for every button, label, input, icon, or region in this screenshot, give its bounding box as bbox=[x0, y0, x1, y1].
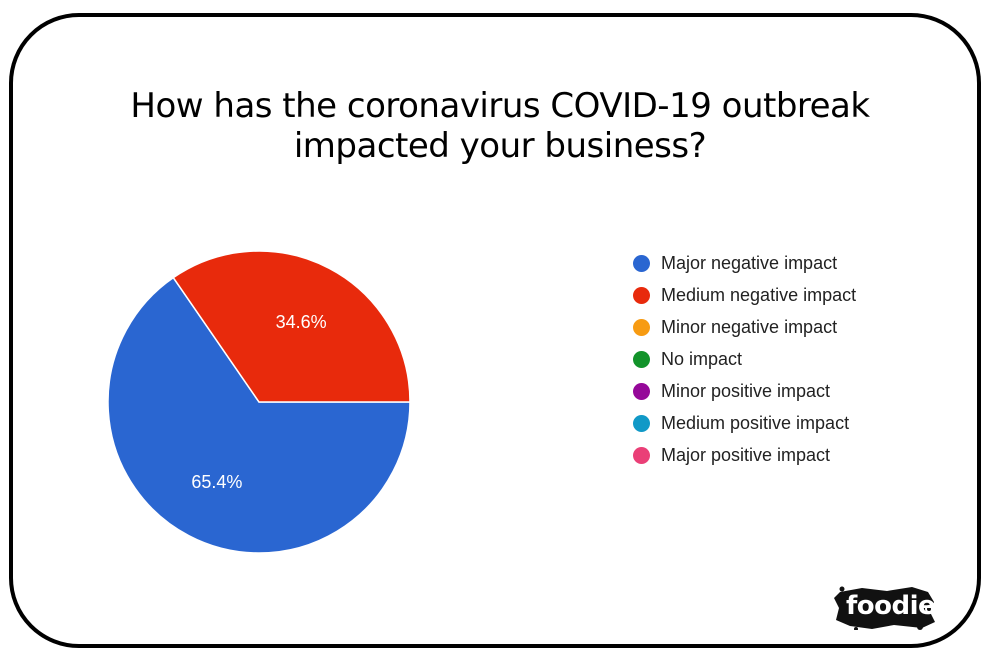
legend-swatch bbox=[633, 254, 650, 272]
legend-item: Minor positive impact bbox=[633, 375, 856, 407]
legend-item: Medium positive impact bbox=[633, 407, 856, 439]
legend-item: Major negative impact bbox=[633, 247, 856, 279]
legend-swatch bbox=[633, 350, 650, 368]
pie-slice-label: 34.6% bbox=[276, 312, 327, 332]
legend-label: No impact bbox=[661, 348, 743, 369]
legend-item: Minor negative impact bbox=[633, 311, 856, 343]
logo-text: foodie bbox=[846, 591, 936, 621]
legend: Major negative impact Medium negative imp… bbox=[633, 247, 856, 471]
legend-swatch bbox=[633, 286, 650, 304]
chart-title-line-2: impacted your business? bbox=[293, 126, 707, 166]
legend-label: Minor positive impact bbox=[661, 380, 831, 401]
pie-slice-label: 65.4% bbox=[191, 472, 242, 492]
legend-label: Major negative impact bbox=[661, 252, 838, 273]
chart-title-line-1: How has the coronavirus COVID-19 outbrea… bbox=[130, 86, 870, 126]
chart-title: How has the coronavirus COVID-19 outbrea… bbox=[100, 86, 900, 166]
legend-swatch bbox=[633, 414, 650, 432]
legend-label: Medium positive impact bbox=[661, 412, 850, 433]
pie-slice-major-negative-impact bbox=[107, 276, 411, 554]
legend-swatch bbox=[633, 382, 650, 400]
legend-swatch bbox=[633, 318, 650, 336]
legend-label: Minor negative impact bbox=[661, 316, 838, 337]
legend-label: Major positive impact bbox=[661, 444, 831, 465]
legend-swatch bbox=[633, 446, 650, 464]
foodie-logo bbox=[834, 586, 935, 630]
legend-item: No impact bbox=[633, 343, 856, 375]
legend-item: Medium negative impact bbox=[633, 279, 856, 311]
pie-slice-medium-negative-impact bbox=[172, 250, 411, 403]
legend-item: Major positive impact bbox=[633, 439, 856, 471]
legend-label: Medium negative impact bbox=[661, 284, 857, 305]
